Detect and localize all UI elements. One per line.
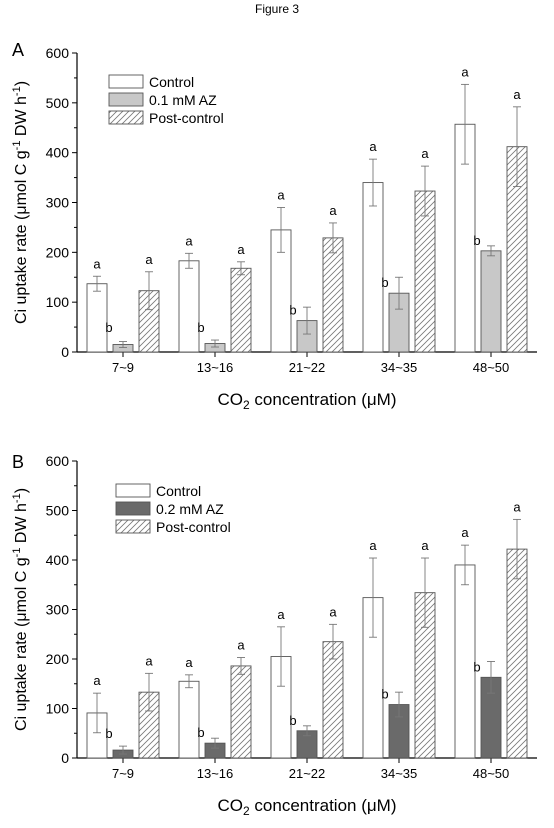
y-tick-label: 500 bbox=[46, 503, 70, 519]
significance-letter: b bbox=[197, 320, 204, 335]
significance-letter: a bbox=[237, 242, 245, 257]
x-tick-label: 48~50 bbox=[473, 360, 510, 375]
significance-letter: a bbox=[93, 673, 101, 688]
figure-title: Figure 3 bbox=[254, 2, 300, 16]
significance-letter: a bbox=[513, 499, 521, 514]
legend-swatch bbox=[115, 483, 151, 498]
y-axis-label: Ci uptake rate (μmol C g-1 DW h-1) bbox=[11, 488, 30, 731]
significance-letter: b bbox=[381, 687, 388, 702]
y-tick-label: 400 bbox=[46, 145, 70, 161]
x-tick-label: 34~35 bbox=[381, 766, 418, 781]
legend-label: Post-control bbox=[156, 519, 231, 535]
legend-label: Control bbox=[156, 483, 201, 499]
x-tick-label: 7~9 bbox=[112, 360, 134, 375]
bar bbox=[454, 564, 476, 759]
y-tick-label: 300 bbox=[46, 195, 70, 211]
significance-letter: b bbox=[289, 713, 296, 728]
significance-letter: a bbox=[145, 653, 153, 668]
significance-letter: a bbox=[185, 233, 193, 248]
bar bbox=[178, 680, 200, 759]
legend-swatch bbox=[108, 110, 144, 125]
significance-letter: b bbox=[197, 725, 204, 740]
significance-letter: b bbox=[105, 320, 112, 335]
significance-letter: b bbox=[473, 659, 480, 674]
significance-letter: a bbox=[185, 655, 193, 670]
y-tick-label: 600 bbox=[46, 45, 70, 61]
significance-letter: a bbox=[461, 525, 469, 540]
significance-letter: a bbox=[369, 538, 377, 553]
significance-letter: a bbox=[513, 87, 521, 102]
legend-swatch bbox=[108, 74, 144, 89]
y-tick-label: 200 bbox=[46, 651, 70, 667]
x-tick-label: 21~22 bbox=[289, 766, 326, 781]
significance-letter: a bbox=[277, 607, 285, 622]
significance-letter: a bbox=[145, 252, 153, 267]
chart-panel-a: A 0 100 200 300 400 500 600 7~9 a b a 13~16 a b a 21~22 a… bbox=[11, 40, 537, 410]
significance-letter: a bbox=[93, 256, 101, 271]
significance-letter: a bbox=[277, 187, 285, 202]
y-tick-label: 0 bbox=[61, 344, 69, 360]
x-tick-label: 48~50 bbox=[473, 766, 510, 781]
panel-label: A bbox=[12, 40, 24, 60]
significance-letter: a bbox=[421, 146, 429, 161]
legend-label: Post-control bbox=[149, 110, 224, 126]
y-tick-label: 100 bbox=[46, 294, 70, 310]
y-axis-label: Ci uptake rate (μmol C g-1 DW h-1) bbox=[11, 81, 30, 324]
significance-letter: b bbox=[473, 233, 480, 248]
bar bbox=[230, 665, 252, 759]
x-tick-label: 34~35 bbox=[381, 360, 418, 375]
legend-swatch bbox=[115, 501, 151, 516]
significance-letter: a bbox=[461, 64, 469, 79]
y-tick-label: 100 bbox=[46, 701, 70, 717]
x-axis-label: CO2 concentration (μM) bbox=[218, 796, 397, 818]
y-tick-label: 600 bbox=[46, 453, 70, 469]
x-tick-label: 13~16 bbox=[197, 360, 234, 375]
significance-letter: a bbox=[329, 604, 337, 619]
significance-letter: b bbox=[105, 726, 112, 741]
legend-label: Control bbox=[149, 74, 194, 90]
bar bbox=[506, 548, 528, 759]
x-axis-label: CO2 concentration (μM) bbox=[218, 390, 397, 410]
x-tick-label: 7~9 bbox=[112, 766, 134, 781]
y-tick-label: 500 bbox=[46, 95, 70, 111]
legend-label: 0.2 mM AZ bbox=[156, 501, 224, 517]
legend-swatch bbox=[115, 519, 151, 534]
y-tick-label: 0 bbox=[61, 750, 69, 766]
x-tick-label: 21~22 bbox=[289, 360, 326, 375]
y-tick-label: 300 bbox=[46, 602, 70, 618]
significance-letter: a bbox=[329, 203, 337, 218]
significance-letter: a bbox=[369, 139, 377, 154]
significance-letter: a bbox=[421, 538, 429, 553]
legend-swatch bbox=[108, 92, 144, 107]
significance-letter: a bbox=[237, 638, 245, 653]
y-tick-label: 200 bbox=[46, 244, 70, 260]
legend-label: 0.1 mM AZ bbox=[149, 92, 217, 108]
significance-letter: b bbox=[381, 275, 388, 290]
x-tick-label: 13~16 bbox=[197, 766, 234, 781]
y-tick-label: 400 bbox=[46, 552, 70, 568]
significance-letter: b bbox=[289, 303, 296, 318]
panel-label: B bbox=[12, 452, 24, 472]
